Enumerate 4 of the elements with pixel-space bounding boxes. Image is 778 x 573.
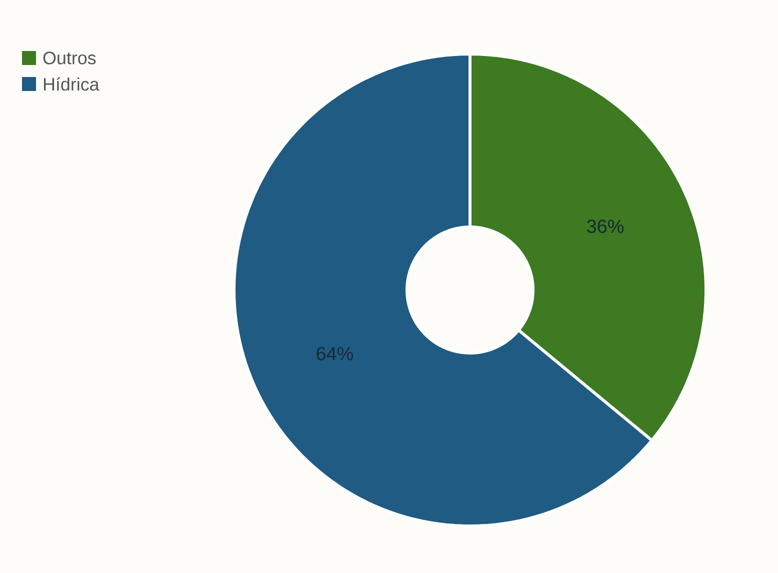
legend-label: Hídrica	[44, 77, 100, 91]
legend-label: Outros	[43, 52, 96, 64]
data-label: 36%	[587, 220, 624, 234]
data-label: 64%	[316, 346, 353, 360]
